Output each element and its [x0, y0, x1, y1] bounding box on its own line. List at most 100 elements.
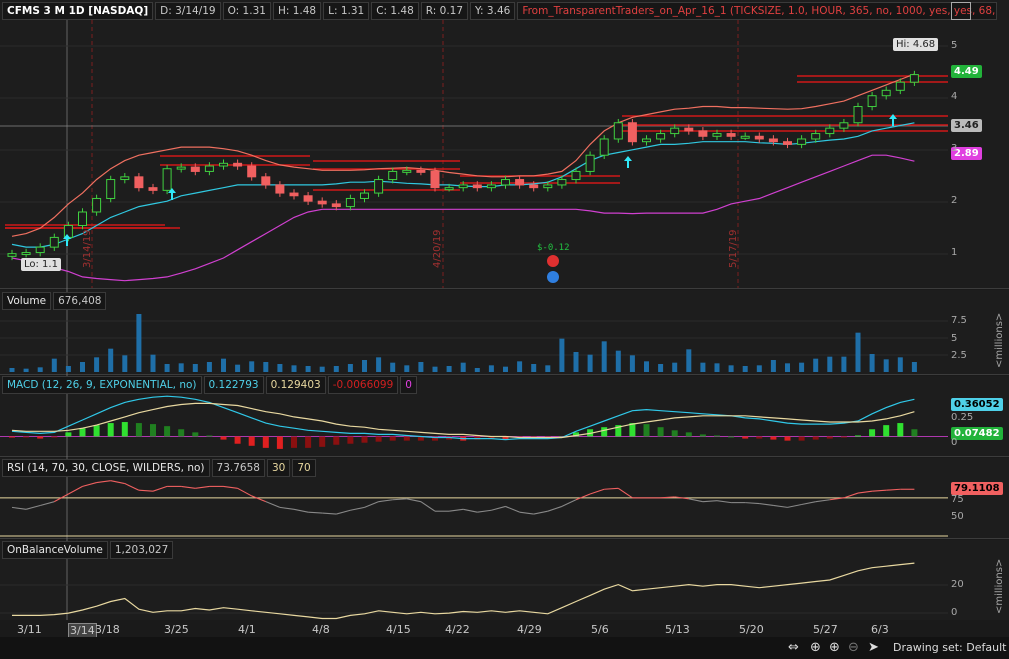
rsi-value: 73.7658 — [211, 459, 265, 477]
macd-histogram-bar — [756, 436, 763, 439]
rsi-line-segment — [181, 485, 196, 489]
open-label: O: 1.31 — [222, 2, 271, 20]
candle-body — [698, 130, 708, 137]
macd-histogram-bar — [897, 423, 904, 437]
obv-value: 1,203,027 — [109, 541, 174, 559]
arrows-icon[interactable]: ⇔ — [788, 640, 799, 655]
candle-body — [599, 138, 609, 156]
candle-body — [486, 184, 496, 189]
volume-bar — [432, 366, 438, 372]
symbol-label[interactable]: CFMS 3 M 1D [NASDAQ] — [2, 2, 154, 20]
pane-divider[interactable] — [0, 374, 1009, 375]
volume-bar — [249, 361, 255, 372]
macd-histogram-bar — [347, 436, 354, 444]
volume-bar — [446, 366, 452, 372]
macd-histogram-bar — [699, 434, 706, 437]
rsi-tick: 75 — [951, 494, 964, 505]
rsi-line-segment — [829, 497, 844, 501]
cursor-icon[interactable]: ➤ — [868, 640, 879, 655]
rsi-line-segment — [604, 487, 619, 490]
pane-divider[interactable] — [0, 538, 1009, 539]
rsi-line-segment — [110, 480, 125, 485]
volume-bar — [559, 338, 565, 372]
rsi-line-segment — [745, 502, 760, 505]
candle-body — [35, 246, 45, 254]
candle-body — [162, 168, 172, 191]
candle-body — [78, 211, 87, 227]
candle-body — [275, 184, 285, 194]
macd-label[interactable]: MACD (12, 26, 9, EXPONENTIAL, no) — [2, 376, 202, 394]
macd-histogram-bar — [234, 436, 241, 444]
volume-bar — [263, 362, 269, 372]
x-axis-label: 4/8 — [312, 623, 330, 636]
macd-histogram-bar — [192, 432, 199, 437]
macd-histogram-bar — [869, 429, 876, 437]
rsi-line-segment — [124, 483, 140, 491]
dividend-icon[interactable] — [547, 271, 559, 283]
study-label[interactable]: From_TransparentTraders_on_Apr_16_1 (TIC… — [517, 2, 998, 20]
candle-body — [190, 166, 200, 172]
earnings-icon[interactable] — [547, 255, 559, 267]
macd-histogram-bar — [573, 432, 579, 437]
candle-body — [458, 184, 468, 189]
volume-bar — [756, 365, 762, 372]
volume-bar — [108, 348, 114, 372]
macd-line — [11, 395, 915, 441]
obv-header: OnBalanceVolume 1,203,027 — [2, 541, 175, 559]
macd-histogram-bar — [93, 425, 100, 437]
rsi-line-segment — [463, 508, 478, 513]
price-pane[interactable] — [0, 0, 1009, 288]
rsi-line-segment — [336, 509, 351, 515]
volume-bar — [178, 363, 184, 372]
volume-bar — [9, 368, 15, 372]
rsi-line-segment — [392, 498, 407, 501]
rsi-line-segment — [223, 485, 238, 489]
volume-bar — [150, 354, 156, 372]
rsi-line-segment — [759, 503, 774, 507]
candle-body — [740, 135, 750, 139]
volume-bar — [460, 362, 466, 372]
candle-body — [571, 170, 581, 181]
macd-tick: 0 — [951, 437, 958, 448]
price-badge-last: 4.49 — [951, 65, 982, 78]
drawing-set-label[interactable]: Drawing set: Default — [893, 641, 1007, 654]
macd-histogram-bar — [206, 435, 213, 437]
volume-bar — [629, 355, 635, 372]
rsi-line-segment — [886, 488, 901, 491]
drawing-tool-icon[interactable] — [951, 2, 971, 20]
rsi-label[interactable]: RSI (14, 70, 30, CLOSE, WILDERS, no) — [2, 459, 210, 477]
price-badge-lower: 2.89 — [951, 147, 982, 160]
macd-histogram-bar — [121, 422, 128, 437]
macd-histogram-bar — [728, 436, 735, 438]
macd-histogram-bar — [65, 432, 72, 437]
price-tick: 4 — [951, 91, 958, 102]
rsi-line-segment — [82, 482, 97, 487]
pane-divider[interactable] — [0, 456, 1009, 457]
candle-body — [895, 81, 905, 91]
crosshair-icon[interactable]: ⊕ — [810, 640, 821, 655]
macd-histogram-bar — [615, 425, 622, 437]
volume-bar — [122, 355, 128, 372]
macd-histogram-bar — [291, 436, 297, 448]
macd-histogram-bar — [432, 436, 438, 441]
pane-divider[interactable] — [0, 288, 1009, 289]
volume-bar — [291, 365, 297, 372]
volume-bar — [418, 362, 424, 372]
hi-label: Hi: 4.68 — [893, 38, 939, 51]
obv-unit: <millions> — [994, 558, 1005, 614]
macd-histogram-bar — [361, 436, 368, 443]
volume-bar — [192, 364, 198, 372]
volume-label[interactable]: Volume — [2, 292, 52, 310]
rsi-line-segment — [420, 501, 436, 512]
x-axis-label: 5/27 — [813, 623, 838, 636]
zoom-in-icon[interactable]: ⊕ — [829, 640, 840, 655]
earnings-label: $-0.12 — [537, 243, 570, 253]
zoom-out-icon[interactable]: ⊖ — [848, 640, 859, 655]
candle-body — [444, 187, 454, 191]
volume-bar — [911, 362, 917, 372]
obv-label[interactable]: OnBalanceVolume — [2, 541, 108, 559]
volume-pane[interactable] — [0, 290, 1009, 374]
x-axis-label: 5/6 — [591, 623, 609, 636]
chart-canvas[interactable] — [0, 0, 1009, 637]
rsi-oversold: 30 — [266, 459, 291, 477]
